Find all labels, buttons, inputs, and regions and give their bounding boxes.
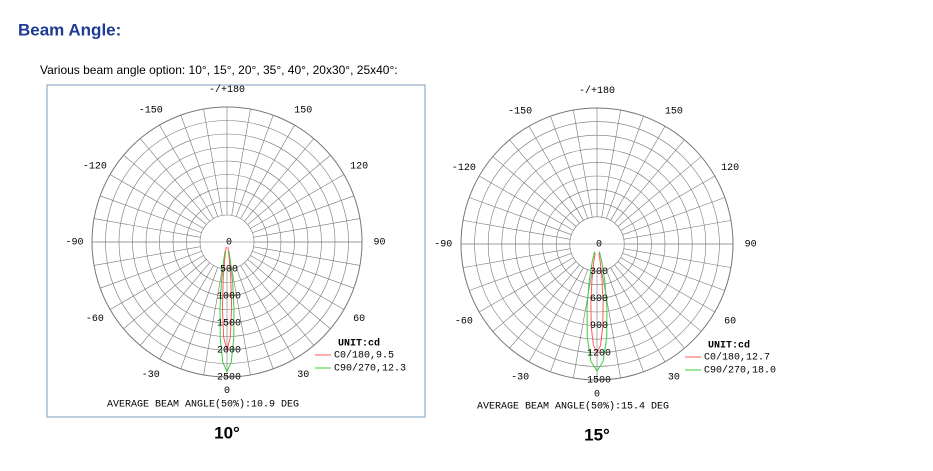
subtitle: Various beam angle option: 10°, 15°, 20°… xyxy=(40,63,398,77)
angle-tick-label: -/+180 xyxy=(579,85,615,97)
angle-tick-label: 120 xyxy=(721,163,739,174)
radial-tick-label: 0 xyxy=(596,240,602,251)
angle-tick-label: -120 xyxy=(452,163,476,174)
radial-tick-label: 1500 xyxy=(217,319,241,330)
radial-tick-label: 500 xyxy=(220,265,238,276)
angle-tick-label: 0 xyxy=(224,386,230,397)
angle-tick-label: -60 xyxy=(455,316,473,327)
legend-label: C0/180,12.7 xyxy=(704,352,770,364)
angle-tick-label: -30 xyxy=(142,370,160,381)
angle-tick-label: -150 xyxy=(508,107,532,118)
radial-tick-label: 600 xyxy=(590,294,608,305)
angle-tick-label: -30 xyxy=(511,373,529,384)
angle-tick-label: -150 xyxy=(139,106,163,117)
angle-tick-label: -90 xyxy=(434,240,452,251)
radial-tick-label: 1000 xyxy=(217,292,241,303)
angle-tick-label: 150 xyxy=(294,106,312,117)
intensity-curve xyxy=(219,250,235,373)
intensity-curve xyxy=(590,252,604,354)
unit-label: UNIT:cd xyxy=(338,338,380,350)
angle-tick-label: 90 xyxy=(745,240,757,251)
angle-tick-label: -120 xyxy=(83,161,107,172)
radial-tick-label: 1500 xyxy=(587,376,611,387)
beam-angle-note: AVERAGE BEAM ANGLE(50%):15.4 DEG xyxy=(477,401,669,413)
chart-frame xyxy=(46,84,426,418)
chart-caption: 10° xyxy=(214,423,240,442)
angle-tick-label: 30 xyxy=(668,373,680,384)
legend-label: C90/270,12.3 xyxy=(334,363,406,375)
angle-tick-label: -/+180 xyxy=(209,84,245,96)
beam-angle-note: AVERAGE BEAM ANGLE(50%):10.9 DEG xyxy=(107,399,299,411)
radial-tick-label: 2500 xyxy=(217,373,241,384)
radial-tick-label: 900 xyxy=(590,321,608,332)
intensity-curve xyxy=(221,246,233,352)
angle-tick-label: 0 xyxy=(594,389,600,400)
chart-caption: 15° xyxy=(584,425,610,444)
angle-tick-label: 120 xyxy=(350,161,368,172)
radial-tick-label: 300 xyxy=(590,267,608,278)
radial-tick-label: 0 xyxy=(226,238,232,249)
radial-tick-label: 1200 xyxy=(587,348,611,359)
angle-tick-label: 60 xyxy=(724,316,736,327)
intensity-curve xyxy=(586,251,608,372)
unit-label: UNIT:cd xyxy=(708,340,750,352)
angle-tick-label: 90 xyxy=(374,238,386,249)
angle-tick-label: -60 xyxy=(86,314,104,325)
radial-tick-label: 2000 xyxy=(217,346,241,357)
angle-tick-label: -90 xyxy=(65,238,83,249)
legend-label: C90/270,18.0 xyxy=(704,365,776,377)
angle-tick-label: 150 xyxy=(665,107,683,118)
angle-tick-label: 60 xyxy=(353,314,365,325)
legend-label: C0/180,9.5 xyxy=(334,350,394,362)
angle-tick-label: 30 xyxy=(297,370,309,381)
section-title: Beam Angle: xyxy=(18,20,121,39)
